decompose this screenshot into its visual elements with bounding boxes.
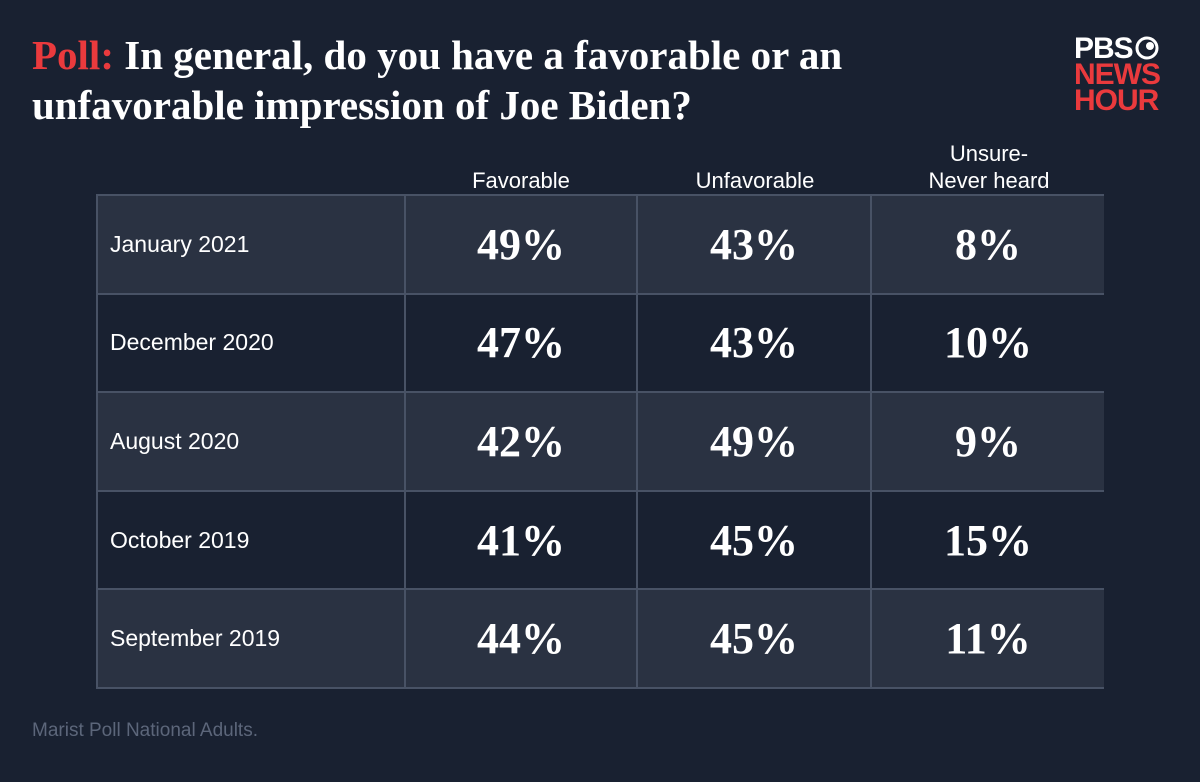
logo-line: HOUR bbox=[1074, 84, 1159, 117]
cell-value: 47% bbox=[406, 294, 636, 392]
cell-value: 10% bbox=[872, 294, 1104, 392]
cell-value: 11% bbox=[872, 590, 1104, 687]
logo-line: NEWS bbox=[1074, 58, 1161, 91]
cell-value: 43% bbox=[638, 294, 870, 392]
cell-value: 44% bbox=[406, 590, 636, 687]
row-label: August 2020 bbox=[98, 393, 404, 490]
cell-value: 49% bbox=[638, 393, 870, 490]
table: January 2021 49% 43% 8% December 2020 47% 43% 1… bbox=[96, 194, 1104, 689]
row-label: October 2019 bbox=[98, 491, 404, 589]
row-label: September 2019 bbox=[98, 590, 404, 687]
logo-line: PBS bbox=[1074, 34, 1161, 64]
column-headers: Favorable Unfavorable Unsure- Never heard bbox=[404, 140, 1106, 194]
logo-icon bbox=[1135, 36, 1159, 60]
cell-value: 41% bbox=[406, 491, 636, 589]
column-header: Unfavorable bbox=[695, 168, 815, 193]
logo-text: PBS bbox=[1074, 32, 1134, 65]
cell-value: 49% bbox=[406, 196, 636, 293]
source: Marist Poll National Adults. bbox=[32, 720, 258, 741]
row-label: January 2021 bbox=[98, 196, 404, 293]
cell-value: 43% bbox=[638, 196, 870, 293]
cell-value: 45% bbox=[638, 491, 870, 589]
cell-value: 42% bbox=[406, 393, 636, 490]
cell-value: 9% bbox=[872, 393, 1104, 490]
cell-value: 8% bbox=[872, 196, 1104, 293]
cell-value: 45% bbox=[638, 590, 870, 687]
column-header: Favorable bbox=[472, 168, 570, 193]
logo: PBS NEWS HOUR bbox=[1074, 34, 1161, 117]
title-lead: Poll: bbox=[32, 32, 114, 78]
title: Poll: In general, do you have a favorabl… bbox=[32, 30, 992, 130]
cell-value: 15% bbox=[872, 491, 1104, 589]
column-header: Unsure- Never heard bbox=[928, 141, 1050, 193]
title-text: In general, do you have a favorable or a… bbox=[32, 32, 843, 128]
row-label: December 2020 bbox=[98, 294, 404, 392]
